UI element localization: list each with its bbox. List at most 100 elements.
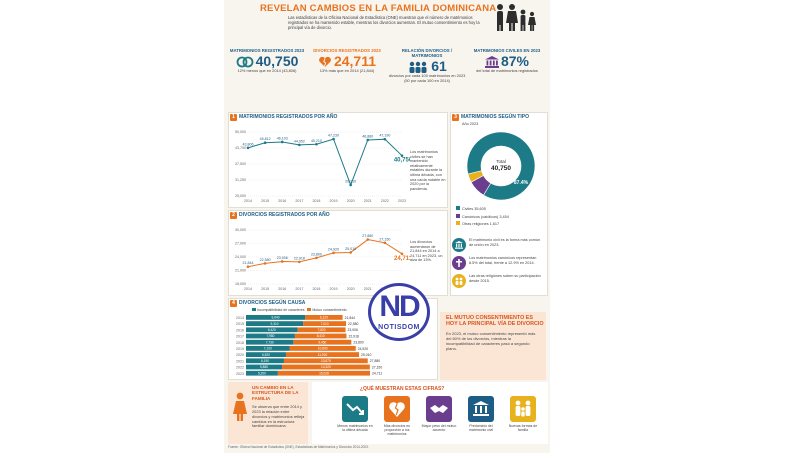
bar-value-label: 7,730: [266, 340, 274, 344]
kpi-ratio: RELACIÓN DIVORCIOS / MATRIMONIOS 61 divo…: [388, 48, 466, 100]
note-row: El matrimonio civil es la forma más comú…: [452, 238, 546, 252]
data-label: 45,210: [311, 139, 322, 143]
category-label: 2020: [236, 353, 244, 357]
section-title-divorces: 2 DIVORCIOS REGISTRADOS POR AÑO: [230, 212, 330, 219]
logo-name: NOTISDOM: [378, 324, 420, 331]
category-label: 2016: [236, 328, 244, 332]
trend-down-icon: [342, 396, 368, 422]
what-numbers-show-title: ¿QUÉ MUESTRAN ESTAS CIFRAS?: [360, 386, 445, 392]
data-label: 21,844: [243, 261, 254, 265]
bar-value-label: 9,310: [271, 322, 279, 326]
y-tick-label: 31,250: [235, 178, 246, 182]
family-change-box: UN CAMBIO EN LA ESTRUCTURA DE LA FAMILIA…: [228, 382, 308, 444]
series-line: [247, 138, 403, 187]
callout-box: EL MUTUO CONSENTIMIENTO ES HOY LA PRINCI…: [440, 312, 546, 380]
data-point: [298, 143, 301, 147]
broken-heart-icon: [384, 396, 410, 422]
tile-caption: Mayor peso del mutuo acuerdo: [421, 424, 457, 433]
x-tick-label: 2016: [278, 287, 286, 291]
bar-value-label: 7,010: [321, 322, 329, 326]
data-point: [383, 241, 387, 245]
page-title: REVELAN CAMBIOS EN LA FAMILIA DOMINICANA: [260, 3, 497, 14]
y-tick-label: 25,000: [235, 194, 246, 198]
x-tick-label: 2022: [381, 199, 389, 203]
bar-segment: [246, 370, 278, 376]
courthouse-icon: [452, 238, 466, 252]
bar-segment: [285, 352, 360, 357]
legend-item: Civiles 35,605: [456, 206, 548, 212]
family-change-body: Se observa que entre 2014 y 2023 la rela…: [252, 404, 305, 429]
data-point: [400, 252, 404, 256]
kpi-note: 12% menos que en 2014 (43,806): [237, 68, 297, 73]
kpi-divorces: DIVORCIOS REGISTRADOS 2023 24,711 13% má…: [308, 48, 386, 100]
bar-segment: [294, 333, 347, 339]
x-tick-label: 2018: [312, 199, 320, 203]
bar-value-label: 8,410: [317, 334, 325, 338]
data-label: 22,580: [260, 258, 271, 262]
broken-heart-icon: [319, 57, 331, 68]
y-tick-label: 37,500: [235, 162, 246, 166]
kpi-label: RELACIÓN DIVORCIOS / MATRIMONIOS: [401, 48, 453, 58]
bar-total-label: 24,711: [372, 372, 382, 376]
bar-segment: [246, 327, 298, 333]
section-title-types: 3 MATRIMONIOS SEGÚN TIPO: [452, 114, 529, 121]
notisdom-logo: ND NOTISDOM: [368, 283, 430, 341]
bar-segment: [305, 315, 343, 320]
data-label: 46,880: [362, 134, 373, 138]
bar-value-label: 5,200: [258, 371, 266, 375]
kpi-note: 13% más que en 2014 (21,844): [319, 68, 375, 73]
bar-total-label: 22,918: [348, 334, 358, 338]
tile-caption: Nuevas formas de familia: [508, 424, 538, 433]
data-point: [263, 262, 267, 265]
bar-segment: [282, 364, 370, 370]
bar-segment: [246, 321, 304, 326]
kpi-label: MATRIMONIOS CIVILES EN 2023: [473, 48, 541, 53]
bar-value-label: 6,190: [261, 359, 269, 363]
y-tick-label: 24,000: [235, 255, 246, 259]
data-point: [315, 256, 318, 260]
bar-total-label: 27,880: [370, 359, 380, 363]
bar-value-label: 10,800: [318, 347, 328, 351]
data-label: 43,806: [243, 142, 254, 146]
data-label: 44,952: [294, 139, 305, 143]
legend-item: Canónicos (católicos) 3,454: [456, 213, 548, 220]
bar-value-label: 7,100: [264, 347, 272, 351]
tile-caption: Predominio del matrimonio civil: [468, 424, 494, 433]
data-point: [263, 141, 267, 145]
bar-value-label: 14,320: [321, 365, 331, 369]
bar-segment: [246, 339, 294, 345]
x-tick-label: 2015: [261, 199, 269, 203]
data-label: 27,150: [379, 237, 390, 241]
x-tick-label: 2019: [330, 287, 338, 291]
section-title-marriages: 1 MATRIMONIOS REGISTRADOS POR AÑO: [230, 114, 337, 121]
legend-item: Otras religiones 1,617: [456, 221, 548, 227]
data-point: [246, 265, 250, 269]
donut-slice: [467, 170, 484, 183]
legend-swatch: [456, 213, 460, 218]
data-point: [349, 251, 352, 254]
kpi-value: 40,750: [255, 53, 299, 69]
bar-segment: [283, 358, 368, 364]
category-label: 2023: [236, 372, 244, 376]
data-point: [280, 260, 284, 263]
kpi-value: 61: [431, 58, 447, 74]
donut-civil-label: 87.4%: [514, 180, 529, 186]
kpi-value: 87%: [500, 53, 530, 69]
donut-total-label: Total: [496, 159, 506, 164]
bar-value-label: 6,520: [262, 353, 270, 357]
bar-segment: [246, 333, 295, 339]
logo-mark: ND: [379, 290, 420, 323]
y-tick-label: 43,750: [235, 146, 246, 150]
y-tick-label: 50,000: [235, 130, 246, 134]
kpi-note: del total de matrimonios registrados: [476, 68, 538, 73]
data-point: [366, 238, 370, 241]
y-tick-label: 30,000: [235, 228, 246, 232]
data-label: 23,006: [277, 256, 288, 260]
x-tick-label: 2023: [398, 199, 406, 203]
intro-text: Las estadísticas de la Oficina Nacional …: [288, 15, 480, 31]
note-text: Las otras religiones suben su participac…: [469, 274, 541, 283]
data-point: [246, 146, 250, 150]
rings-icon: [236, 56, 253, 68]
legend-swatch: [456, 206, 460, 210]
